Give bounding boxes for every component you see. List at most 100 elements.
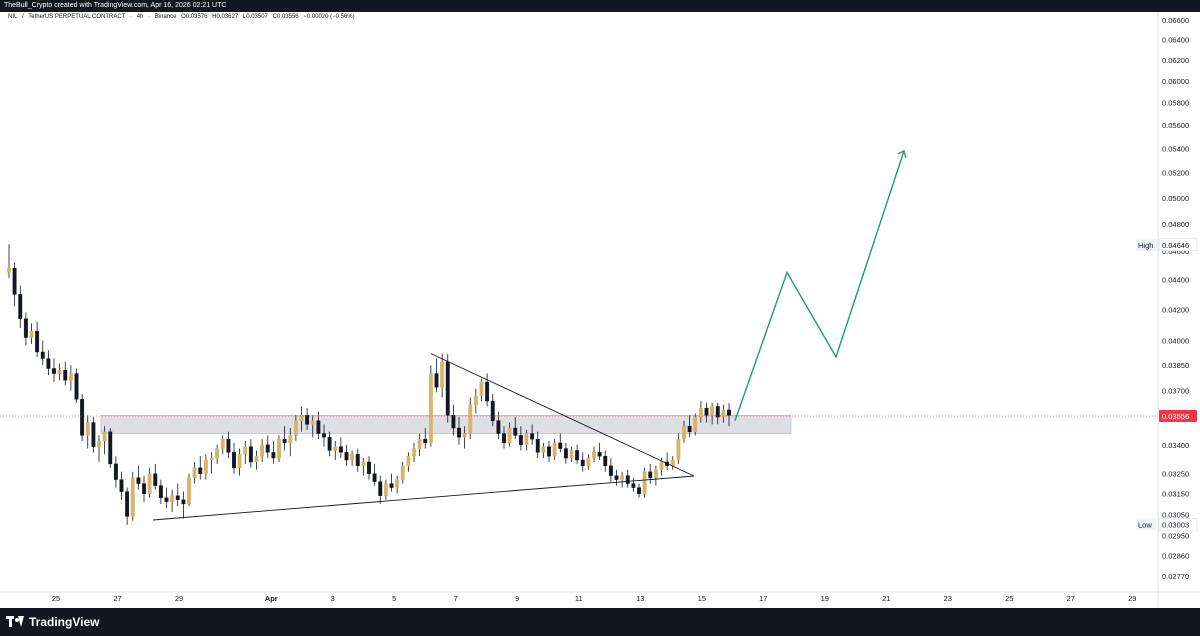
candle-body	[513, 427, 518, 436]
candle	[158, 479, 163, 504]
candle-body	[715, 406, 720, 418]
candle-body	[558, 442, 563, 449]
candle-body	[237, 454, 242, 468]
price-tick-label: 0.03250	[1162, 470, 1189, 479]
candle	[97, 435, 101, 462]
candle	[625, 469, 630, 488]
interval-label[interactable]: 4h	[136, 14, 144, 20]
candle	[243, 441, 248, 464]
candle-body	[293, 420, 298, 436]
candle-body	[383, 483, 388, 496]
candle-body	[518, 435, 523, 445]
candle	[670, 456, 675, 470]
candle	[350, 450, 355, 466]
candle-body	[445, 361, 450, 416]
candle	[423, 428, 428, 449]
candle	[198, 456, 203, 480]
candle-body	[682, 426, 686, 440]
candle	[288, 428, 293, 457]
time-tick-label: 13	[636, 594, 644, 603]
candle	[102, 426, 107, 455]
candle-body	[608, 465, 613, 476]
candle	[299, 406, 304, 432]
tradingview-logo[interactable]: TradingView	[6, 615, 99, 629]
candle-body	[350, 454, 355, 461]
candle-body	[305, 415, 310, 425]
candle	[710, 402, 715, 425]
price-tick-label: 0.05400	[1162, 145, 1189, 154]
candle-body	[507, 427, 512, 444]
pair-description: TetherUS PERPETUAL CONTRACT	[28, 14, 126, 20]
candle-body	[563, 448, 568, 459]
symbol-name[interactable]: NIL	[8, 14, 18, 20]
candle-body	[485, 381, 490, 402]
candle-body	[265, 444, 270, 453]
candle-body	[80, 399, 85, 436]
price-tick-label: 0.04400	[1162, 276, 1189, 285]
time-tick-label: 7	[454, 594, 458, 603]
candle-body	[524, 433, 529, 445]
candle	[52, 358, 56, 383]
candle-body	[288, 435, 293, 444]
candle	[642, 467, 647, 498]
candle-body	[457, 427, 461, 438]
price-tick-label: 0.04600	[1162, 247, 1189, 256]
ohlc-low: L0.03507	[242, 14, 268, 20]
candle	[338, 437, 343, 459]
candle-body	[648, 471, 653, 478]
candle-body	[142, 483, 146, 494]
time-tick-label: 29	[1128, 594, 1136, 603]
candle-body	[68, 373, 73, 381]
candle	[727, 402, 731, 427]
candle	[603, 450, 608, 472]
candle-body	[400, 465, 405, 480]
high-marker-label-bg	[1136, 238, 1158, 251]
candle-body	[333, 446, 338, 451]
candle-body	[18, 294, 23, 319]
candle	[203, 454, 208, 480]
candle	[23, 312, 28, 346]
candle-body	[170, 495, 175, 503]
candle	[389, 473, 394, 492]
time-tick-label: 21	[882, 594, 890, 603]
candle	[569, 446, 574, 462]
price-chart[interactable]: 0.06600 0.06400 0.06200 0.06000 0.05800 0.056…	[0, 0, 1200, 608]
time-tick-label: 17	[759, 594, 767, 603]
candle	[130, 471, 135, 521]
candle	[676, 433, 681, 464]
price-tick-label: 0.03400	[1162, 441, 1189, 450]
candle	[558, 433, 563, 453]
candle	[260, 439, 265, 462]
candle-body	[552, 442, 557, 457]
price-tick-label: 0.05800	[1162, 99, 1189, 108]
time-tick-label: 27	[1067, 594, 1075, 603]
candle-body	[74, 373, 79, 400]
candle-body	[164, 497, 169, 503]
candle	[485, 373, 490, 407]
candle-body	[637, 487, 641, 494]
candle	[85, 415, 90, 449]
candle	[468, 397, 473, 440]
candle	[473, 388, 478, 414]
candle	[620, 471, 625, 488]
time-tick-label: 3	[331, 594, 335, 603]
price-tick-label: 0.02950	[1162, 532, 1189, 541]
candle-body	[412, 448, 416, 457]
low-marker-value: 0.03003	[1162, 520, 1189, 529]
candle	[586, 454, 591, 470]
candle-body	[440, 361, 445, 388]
candle-body	[479, 381, 484, 397]
candle-body	[417, 438, 422, 449]
candle	[226, 431, 231, 459]
candle-body	[625, 475, 630, 484]
candle-body	[597, 452, 602, 457]
candle	[462, 426, 467, 449]
candle	[457, 417, 461, 445]
candle	[378, 475, 383, 504]
candle	[153, 463, 158, 490]
time-tick-label: 11	[575, 594, 583, 603]
candle	[35, 321, 40, 357]
candle-body	[46, 358, 51, 369]
candle-body	[147, 473, 152, 494]
symbol-info-bar: NIL / TetherUS PERPETUAL CONTRACT · 4h ·…	[8, 14, 355, 20]
